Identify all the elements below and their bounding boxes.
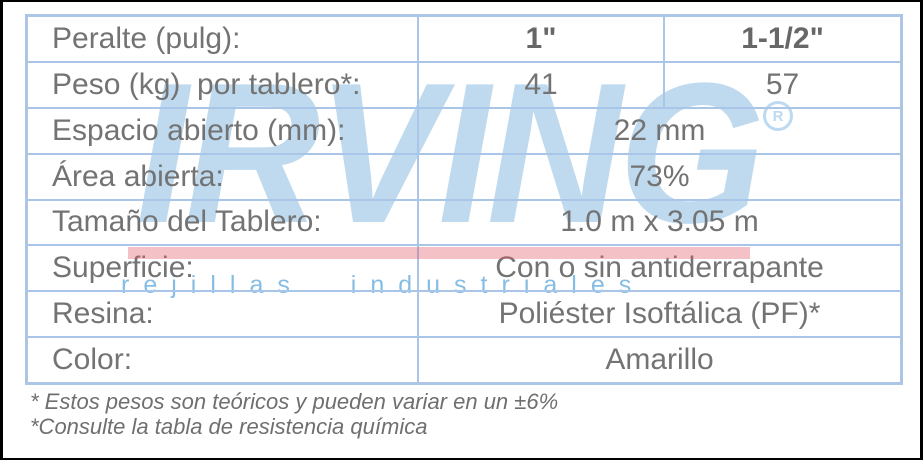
footnote-chemical: *Consulte la tabla de resistencia químic… bbox=[30, 414, 428, 439]
col-header-1in: 1" bbox=[525, 21, 557, 55]
footnote-weights: * Estos pesos son teóricos y pueden vari… bbox=[30, 389, 559, 414]
table-row-peso: Peso (kg) por tablero*: 41 57 bbox=[28, 60, 900, 107]
peso-value-1in: 41 bbox=[524, 67, 558, 101]
color-value: Amarillo bbox=[605, 343, 714, 377]
footnotes: * Estos pesos son teóricos y pueden vari… bbox=[30, 389, 558, 439]
table-row-color: Color: Amarillo bbox=[28, 336, 900, 382]
superficie-value: Con o sin antiderrapante bbox=[495, 251, 824, 285]
table-row-espacio: Espacio abierto (mm): 22 mm bbox=[28, 106, 900, 153]
row-label-area: Área abierta: bbox=[52, 159, 224, 193]
table-row-peralte: Peralte (pulg): 1" 1-1/2" bbox=[28, 17, 900, 61]
tamano-value: 1.0 m x 3.05 m bbox=[560, 205, 759, 239]
col-header-1-1-2in: 1-1/2" bbox=[663, 17, 900, 61]
spec-table: Peralte (pulg): 1" 1-1/2" Peso (kg) por … bbox=[25, 14, 903, 385]
peso-value-1-1-2in: 57 bbox=[663, 62, 900, 107]
area-value: 73% bbox=[629, 159, 690, 193]
row-label-tamano: Tamaño del Tablero: bbox=[52, 205, 322, 239]
table-row-area: Área abierta: 73% bbox=[28, 152, 900, 199]
row-label-espacio: Espacio abierto (mm): bbox=[52, 113, 346, 147]
row-label-resina: Resina: bbox=[52, 297, 154, 331]
logo-red-underline bbox=[128, 247, 750, 259]
row-label-peso: Peso (kg) por tablero*: bbox=[52, 67, 361, 101]
row-label-peralte: Peralte (pulg): bbox=[52, 21, 241, 55]
table-row-superficie: Superficie: Con o sin antiderrapante bbox=[28, 244, 900, 291]
table-row-resina: Resina: Poliéster Isoftálica (PF)* bbox=[28, 290, 900, 337]
registered-trademark-icon: R bbox=[763, 101, 793, 131]
resina-value: Poliéster Isoftálica (PF)* bbox=[498, 297, 821, 331]
table-row-tamano: Tamaño del Tablero: 1.0 m x 3.05 m bbox=[28, 198, 900, 245]
row-label-superficie: Superficie: bbox=[52, 251, 194, 285]
espacio-value: 22 mm bbox=[613, 113, 706, 147]
row-label-color: Color: bbox=[52, 343, 133, 377]
logo-tagline-watermark: rejillas industriales bbox=[121, 271, 646, 299]
